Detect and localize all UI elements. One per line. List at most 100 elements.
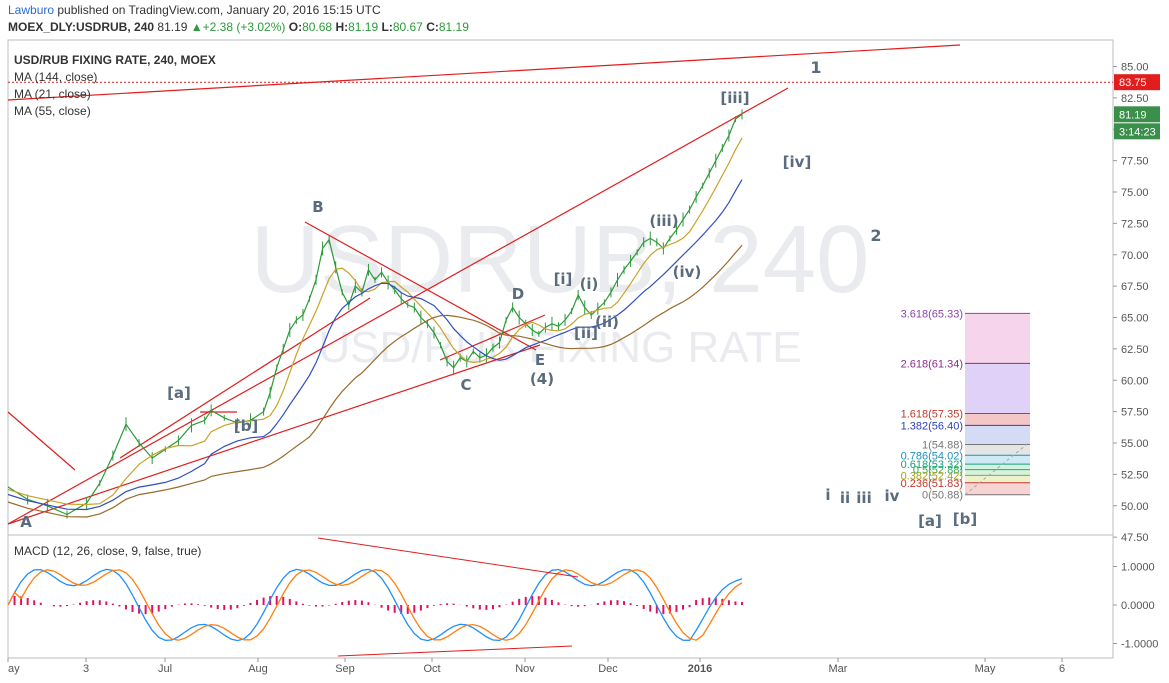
price-change: +2.38 (+3.02%) — [202, 20, 286, 34]
elliott-wave-label: E — [535, 351, 545, 369]
y-tick-label: 70.00 — [1121, 250, 1149, 262]
fib-level-label: 1(54.88) — [922, 440, 963, 452]
price-line — [7, 113, 743, 516]
elliott-wave-label: iv — [885, 487, 900, 505]
open-value: 80.68 — [302, 20, 333, 34]
legend-ma21: MA (21, close) — [14, 87, 91, 101]
x-tick-label: 6 — [1059, 663, 1065, 675]
y-tick-label: 52.50 — [1121, 469, 1149, 481]
ma21-line — [7, 137, 743, 506]
y-tick-label: 72.50 — [1121, 218, 1149, 230]
y-tick-label: 75.00 — [1121, 187, 1149, 199]
y-tick-label: 57.50 — [1121, 407, 1149, 419]
elliott-wave-label: (ii) — [595, 313, 619, 331]
macd-y-tick-label: 1.0000 — [1121, 562, 1155, 574]
fib-zone-786 — [965, 455, 1030, 465]
price-badge-label: 83.75 — [1119, 77, 1147, 89]
high-value: 81.19 — [348, 20, 379, 34]
trend-line — [7, 87, 789, 525]
macd-divergence-line-bottom — [337, 645, 573, 657]
elliott-wave-label: [a] — [167, 384, 191, 402]
fib-level-label: 0.382(52.42) — [901, 470, 963, 482]
watermark-symbol: USDRUB, 240 — [251, 206, 870, 313]
elliott-wave-label: ii — [840, 489, 850, 507]
fib-zone-236 — [965, 482, 1030, 495]
fib-level-label: 0.618(53.32) — [901, 459, 963, 471]
elliott-wave-label: 2 — [870, 226, 881, 245]
fib-zone-1618 — [965, 413, 1030, 426]
trend-line — [7, 411, 76, 471]
elliott-wave-label: i — [825, 486, 830, 504]
x-tick-label: Mar — [829, 663, 848, 675]
elliott-wave-label: [i] — [554, 270, 573, 288]
y-tick-label: 47.50 — [1121, 532, 1149, 544]
y-tick-label: 77.50 — [1121, 156, 1149, 168]
macd-line — [7, 568, 743, 642]
price-badge — [1114, 123, 1160, 140]
x-tick-label: Dec — [598, 663, 618, 675]
x-tick-label: Jul — [158, 663, 172, 675]
fib-zone-382 — [965, 475, 1030, 483]
open-label: O: — [288, 20, 303, 34]
elliott-wave-label: [b] — [234, 417, 258, 435]
trend-line — [7, 344, 541, 525]
elliott-wave-label: (4) — [530, 370, 554, 388]
trend-line — [304, 221, 537, 351]
elliott-wave-label: [iv] — [783, 153, 812, 171]
symbol-name: MOEX_DLY:USDRUB, 240 — [8, 20, 155, 34]
trend-line — [119, 297, 371, 459]
elliott-wave-label: D — [512, 285, 524, 303]
elliott-wave-label: [ii] — [574, 324, 598, 342]
elliott-wave-label: 1 — [810, 58, 821, 77]
y-tick-label: 85.00 — [1121, 62, 1149, 74]
y-tick-label: 60.00 — [1121, 375, 1149, 387]
publisher-name[interactable]: Lawburo — [8, 3, 55, 17]
low-label: L: — [381, 20, 393, 34]
elliott-wave-label: [a] — [918, 512, 942, 530]
elliott-wave-label: [b] — [953, 510, 977, 528]
elliott-wave-label: (i) — [580, 275, 599, 293]
symbol-line: MOEX_DLY:USDRUB, 240 81.19 ▲+2.38 (+3.02… — [8, 20, 469, 34]
x-tick-label: May — [975, 663, 996, 675]
fib-zone-1 — [965, 444, 1030, 456]
low-value: 80.67 — [392, 20, 423, 34]
fib-level-label: 3.618(65.33) — [901, 308, 963, 320]
elliott-wave-label: B — [312, 198, 323, 216]
y-tick-label: 62.50 — [1121, 344, 1149, 356]
fib-level-label: 2.618(61.34) — [901, 358, 963, 370]
price-badge — [1114, 106, 1160, 123]
fib-level-label: 0.236(51.83) — [901, 478, 963, 490]
x-tick-label: 2016 — [688, 663, 712, 675]
fib-level-label: 1.382(56.40) — [901, 420, 963, 432]
x-tick-label: 3 — [83, 663, 89, 675]
fib-zone-1382 — [965, 425, 1030, 445]
macd-divergence-line-top — [317, 537, 579, 578]
y-tick-label: 50.00 — [1121, 501, 1149, 513]
legend-title: USD/RUB FIXING RATE, 240, MOEX — [14, 53, 216, 67]
fib-level-label: 0.786(54.02) — [901, 450, 963, 462]
price-badge — [1114, 74, 1160, 91]
y-tick-label: 55.00 — [1121, 438, 1149, 450]
x-tick-label: Nov — [515, 663, 535, 675]
elliott-wave-label: (iv) — [673, 263, 702, 281]
main-pane — [7, 39, 1114, 536]
macd-pane — [7, 534, 1114, 659]
close-label: C: — [426, 20, 439, 34]
x-tick-label: Oct — [423, 663, 440, 675]
macd-signal-line — [7, 569, 743, 641]
y-tick-label: 82.50 — [1121, 93, 1149, 105]
fib-trend-line — [964, 441, 1031, 496]
elliott-wave-label: A — [20, 513, 32, 531]
publisher-line: Lawburo published on TradingView.com, Ja… — [8, 3, 381, 17]
trend-line — [7, 44, 961, 101]
fib-level-label: 0.5(52.88) — [913, 465, 963, 477]
y-tick-label: 65.00 — [1121, 313, 1149, 325]
legend-ma55: MA (55, close) — [14, 104, 91, 118]
elliott-wave-label: (iii) — [649, 212, 678, 230]
fib-zone-3618 — [965, 313, 1030, 364]
elliott-wave-label: C — [460, 376, 471, 394]
last-price: 81.19 — [157, 20, 188, 34]
fib-level-label: 0(50.88) — [922, 490, 963, 502]
